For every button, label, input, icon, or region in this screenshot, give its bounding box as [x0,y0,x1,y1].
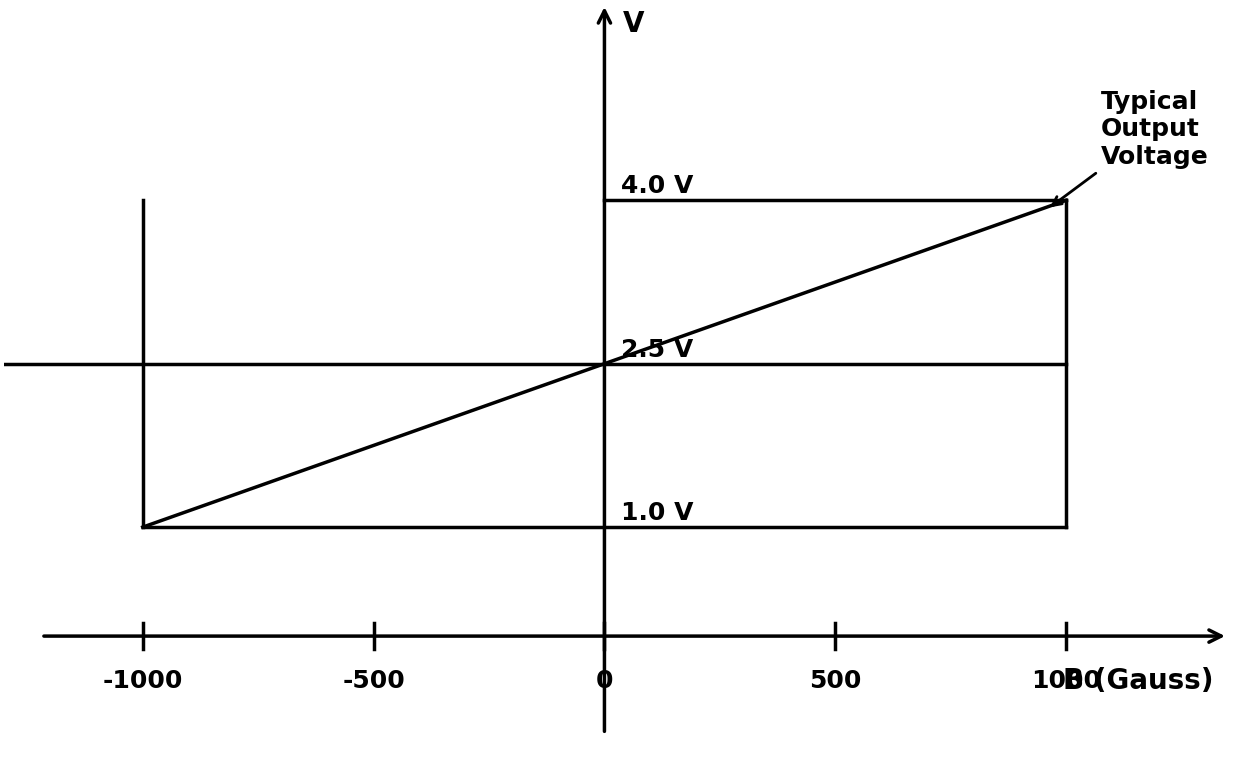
Text: 4.0 V: 4.0 V [620,174,693,198]
Text: 2.5 V: 2.5 V [620,338,693,362]
Text: 0: 0 [595,668,614,693]
Text: -500: -500 [342,668,405,693]
Text: B (Gauss): B (Gauss) [1064,667,1214,695]
Text: -1000: -1000 [103,668,182,693]
Text: 1000: 1000 [1032,668,1101,693]
Text: Typical
Output
Voltage: Typical Output Voltage [1053,89,1209,206]
Text: 500: 500 [810,668,862,693]
Text: 1.0 V: 1.0 V [620,501,693,525]
Text: V: V [622,9,645,38]
